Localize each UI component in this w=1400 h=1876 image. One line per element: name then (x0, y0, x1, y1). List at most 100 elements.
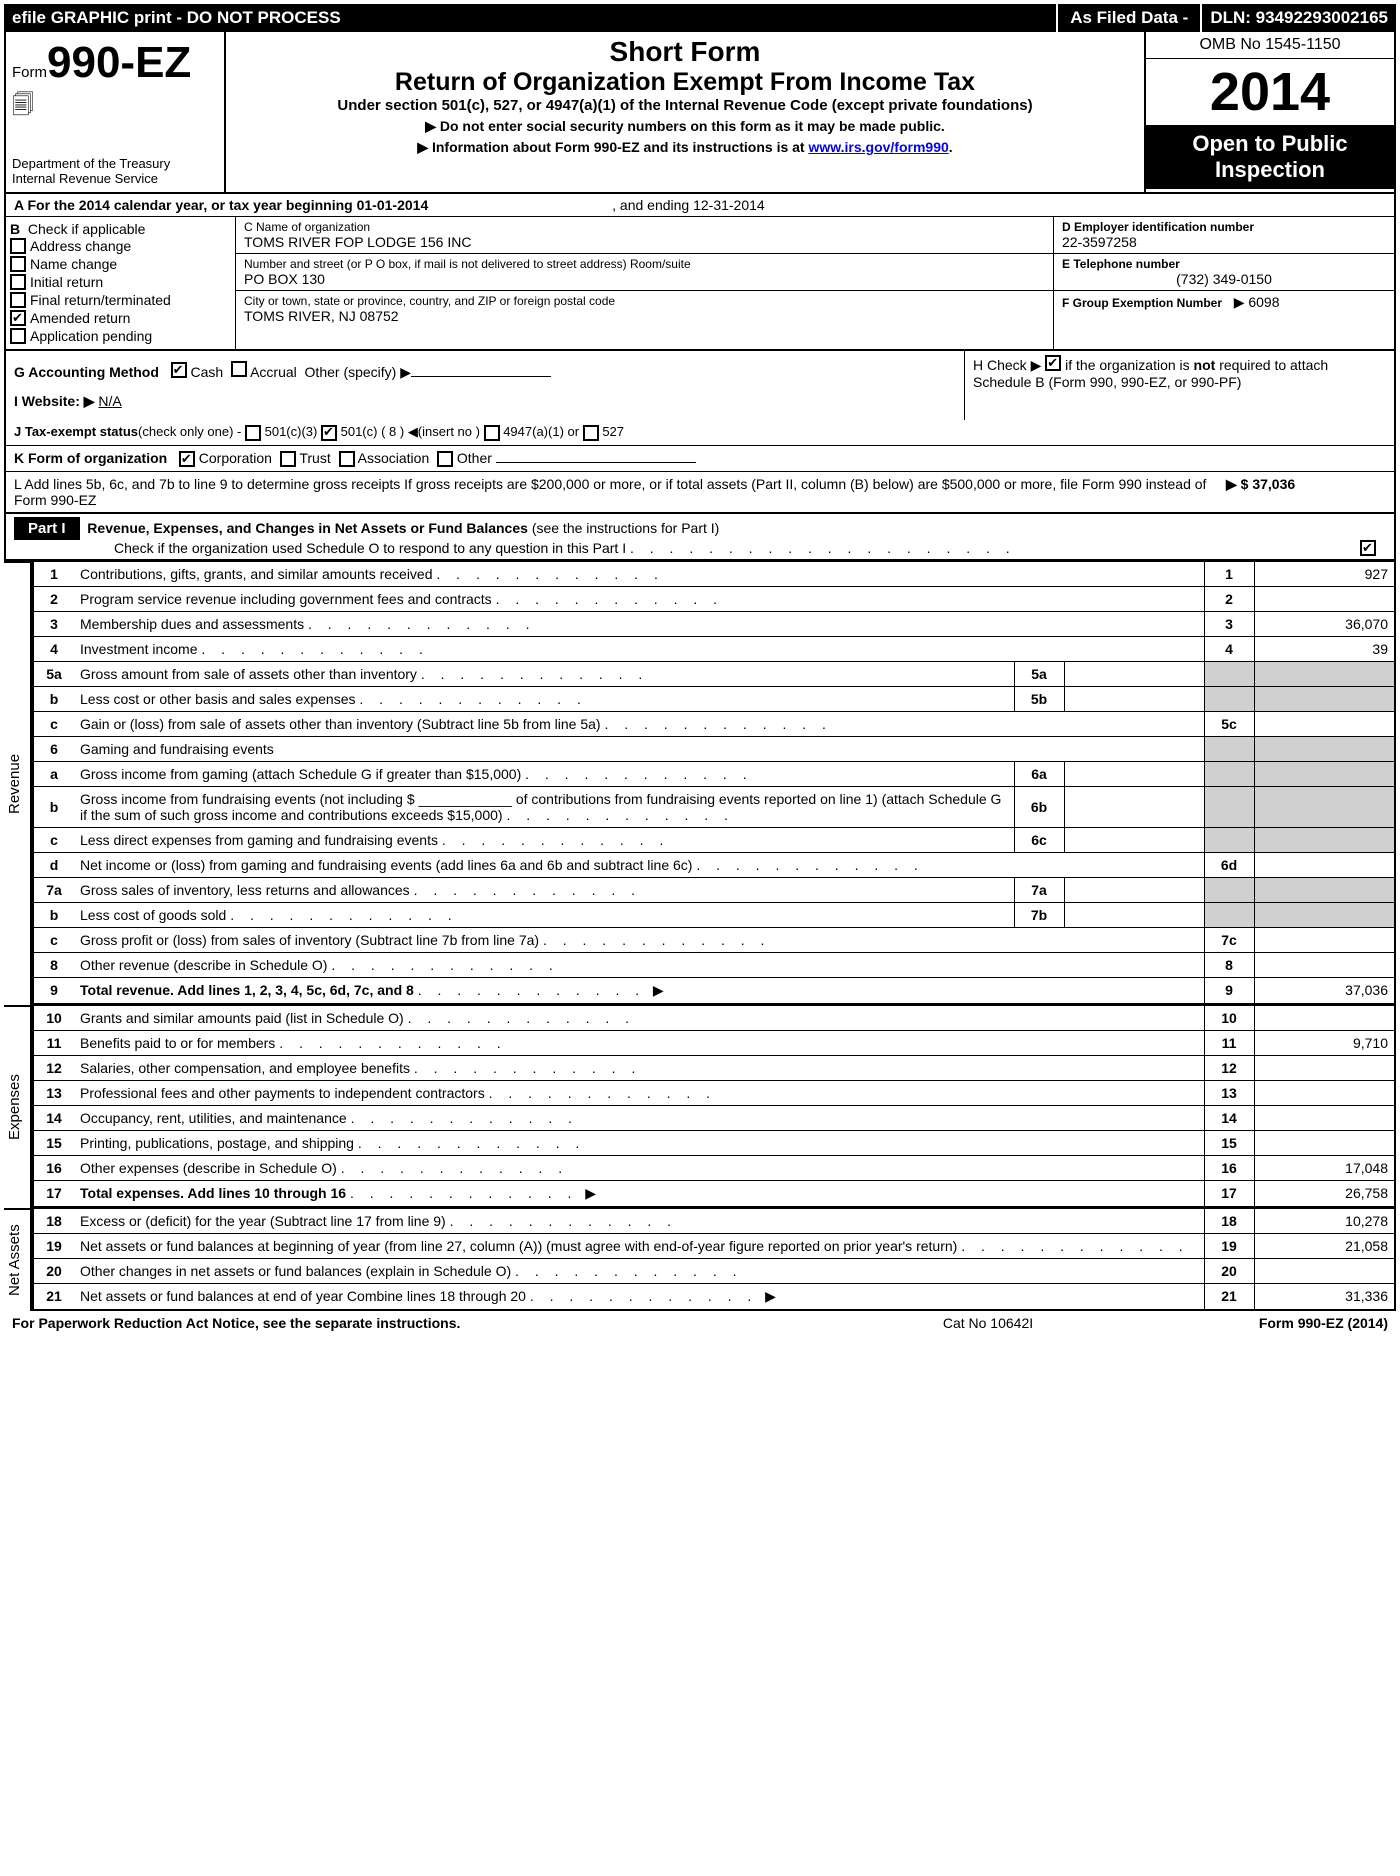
tel-cell: E Telephone number (732) 349-0150 (1054, 254, 1394, 291)
form-990ez-page: efile GRAPHIC print - DO NOT PROCESS As … (0, 0, 1400, 1339)
line-3: 3Membership dues and assessments . . . .… (34, 611, 1394, 636)
line-11: 11Benefits paid to or for members . . . … (34, 1030, 1394, 1055)
ssn-note: ▶ Do not enter social security numbers o… (236, 118, 1134, 135)
netassets-table: 18Excess or (deficit) for the year (Subt… (34, 1208, 1394, 1309)
ein-label: D Employer identification number (1062, 220, 1254, 234)
checkbox-label: Amended return (30, 310, 130, 326)
checkbox-5[interactable] (10, 328, 26, 344)
org-city-cell: City or town, state or province, country… (236, 291, 1053, 327)
org-addr-cell: Number and street (or P O box, if mail i… (236, 254, 1053, 291)
line-d: dNet income or (loss) from gaming and fu… (34, 852, 1394, 877)
line-a: A For the 2014 calendar year, or tax yea… (6, 194, 1394, 217)
line-10: 10Grants and similar amounts paid (list … (34, 1005, 1394, 1030)
ein-value: 22-3597258 (1062, 234, 1386, 250)
accounting-label: G Accounting Method (14, 364, 159, 380)
checkbox-label: Name change (30, 256, 117, 272)
line-14: 14Occupancy, rent, utilities, and mainte… (34, 1105, 1394, 1130)
line-19: 19Net assets or fund balances at beginni… (34, 1233, 1394, 1258)
revenue-vlabel: Revenue (4, 561, 32, 1005)
cash-label: Cash (190, 364, 223, 380)
corp-checkbox[interactable] (179, 451, 195, 467)
line-17: 17Total expenses. Add lines 10 through 1… (34, 1180, 1394, 1206)
form-prefix: Form (12, 64, 47, 81)
line-a: aGross income from gaming (attach Schedu… (34, 761, 1394, 786)
501c-checkbox[interactable] (321, 425, 337, 441)
line-a-post: , and ending 12-31-2014 (612, 197, 765, 213)
line-9: 9Total revenue. Add lines 1, 2, 3, 4, 5c… (34, 977, 1394, 1003)
short-form-label: Short Form (236, 36, 1134, 68)
org-form-label: K Form of organization (14, 450, 167, 466)
irs: Internal Revenue Service (12, 171, 218, 186)
form-ref: Form 990-EZ (2014) (1138, 1315, 1388, 1331)
line-20: 20Other changes in net assets or fund ba… (34, 1258, 1394, 1283)
as-filed: As Filed Data - (1056, 4, 1202, 32)
form-number: Form990-EZ (12, 38, 218, 88)
527-checkbox[interactable] (583, 425, 599, 441)
omb-no: OMB No 1545-1150 (1146, 32, 1394, 59)
grp-label: F Group Exemption Number (1062, 296, 1222, 310)
checkbox-0[interactable] (10, 238, 26, 254)
501c3-checkbox[interactable] (245, 425, 261, 441)
checkbox-row-initial-return: Initial return (10, 273, 231, 291)
checkbox-2[interactable] (10, 274, 26, 290)
dept-treasury: Department of the Treasury (12, 156, 218, 171)
header-mid: Short Form Return of Organization Exempt… (226, 32, 1144, 192)
part1-title-note: (see the instructions for Part I) (532, 520, 720, 536)
col-b: B Check if applicable Address changeName… (6, 217, 236, 349)
row-i: I Website: ▶ N/A (14, 387, 956, 416)
misc-block: G Accounting Method Cash Accrual Other (… (4, 351, 1396, 514)
part1-head: Part I Revenue, Expenses, and Changes in… (6, 514, 1394, 559)
schedule-b-checkbox[interactable] (1045, 355, 1061, 371)
h-mid: if the organization is (1065, 357, 1190, 373)
form-title: Return of Organization Exempt From Incom… (236, 68, 1134, 97)
open-public: Open to Public Inspection (1146, 125, 1394, 189)
line-7a: 7aGross sales of inventory, less returns… (34, 877, 1394, 902)
line-1: 1Contributions, gifts, grants, and simil… (34, 561, 1394, 586)
part1-header: Part I Revenue, Expenses, and Changes in… (4, 514, 1396, 561)
row-l-text: L Add lines 5b, 6c, and 7b to line 9 to … (14, 476, 1226, 508)
accrual-checkbox[interactable] (231, 361, 247, 377)
row-j: J Tax-exempt status(check only one) - 50… (6, 420, 1394, 446)
line-18: 18Excess or (deficit) for the year (Subt… (34, 1208, 1394, 1233)
row-gh: G Accounting Method Cash Accrual Other (… (6, 351, 1394, 420)
col-c: C Name of organization TOMS RIVER FOP LO… (236, 217, 1054, 349)
line-13: 13Professional fees and other payments t… (34, 1080, 1394, 1105)
col-b-head: B Check if applicable (10, 221, 231, 237)
org-addr-label: Number and street (or P O box, if mail i… (244, 257, 1045, 271)
recycle-icon: 🗐 (12, 88, 218, 126)
form-subtitle: Under section 501(c), 527, or 4947(a)(1)… (236, 97, 1134, 114)
ein-cell: D Employer identification number 22-3597… (1054, 217, 1394, 254)
grp-value: ▶ 6098 (1234, 294, 1280, 310)
irs-link[interactable]: www.irs.gov/form990 (808, 139, 948, 155)
checkbox-row-name-change: Name change (10, 255, 231, 273)
part1-title: Revenue, Expenses, and Changes in Net As… (87, 520, 528, 536)
checkbox-4[interactable] (10, 310, 26, 326)
form-no-big: 990-EZ (47, 38, 191, 87)
cash-checkbox[interactable] (171, 362, 187, 378)
cat-no: Cat No 10642I (838, 1315, 1138, 1331)
checkbox-3[interactable] (10, 292, 26, 308)
tax-status-note: (check only one) - (138, 424, 241, 439)
accrual-label: Accrual (250, 364, 297, 380)
line-c: cGain or (loss) from sale of assets othe… (34, 711, 1394, 736)
netassets-section: Net Assets 18Excess or (deficit) for the… (4, 1208, 1396, 1311)
tax-year: 2014 (1146, 59, 1394, 125)
org-name: TOMS RIVER FOP LODGE 156 INC (244, 234, 1045, 250)
line-16: 16Other expenses (describe in Schedule O… (34, 1155, 1394, 1180)
dln: DLN: 93492293002165 (1202, 4, 1396, 32)
form-header: Form990-EZ 🗐 Department of the Treasury … (4, 32, 1396, 194)
org-name-cell: C Name of organization TOMS RIVER FOP LO… (236, 217, 1053, 254)
4947-checkbox[interactable] (484, 425, 500, 441)
line-6: 6Gaming and fundraising events (34, 736, 1394, 761)
checkbox-row-amended-return: Amended return (10, 309, 231, 327)
other-org-checkbox[interactable] (437, 451, 453, 467)
info-note-pre: ▶ Information about Form 990-EZ and its … (417, 139, 808, 155)
trust-checkbox[interactable] (280, 451, 296, 467)
paperwork-notice: For Paperwork Reduction Act Notice, see … (12, 1315, 838, 1331)
assoc-checkbox[interactable] (339, 451, 355, 467)
entity-grid: B Check if applicable Address changeName… (6, 217, 1394, 349)
expenses-table: 10Grants and similar amounts paid (list … (34, 1005, 1394, 1206)
schedule-o-checkbox[interactable] (1360, 540, 1376, 556)
line-8: 8Other revenue (describe in Schedule O) … (34, 952, 1394, 977)
checkbox-1[interactable] (10, 256, 26, 272)
